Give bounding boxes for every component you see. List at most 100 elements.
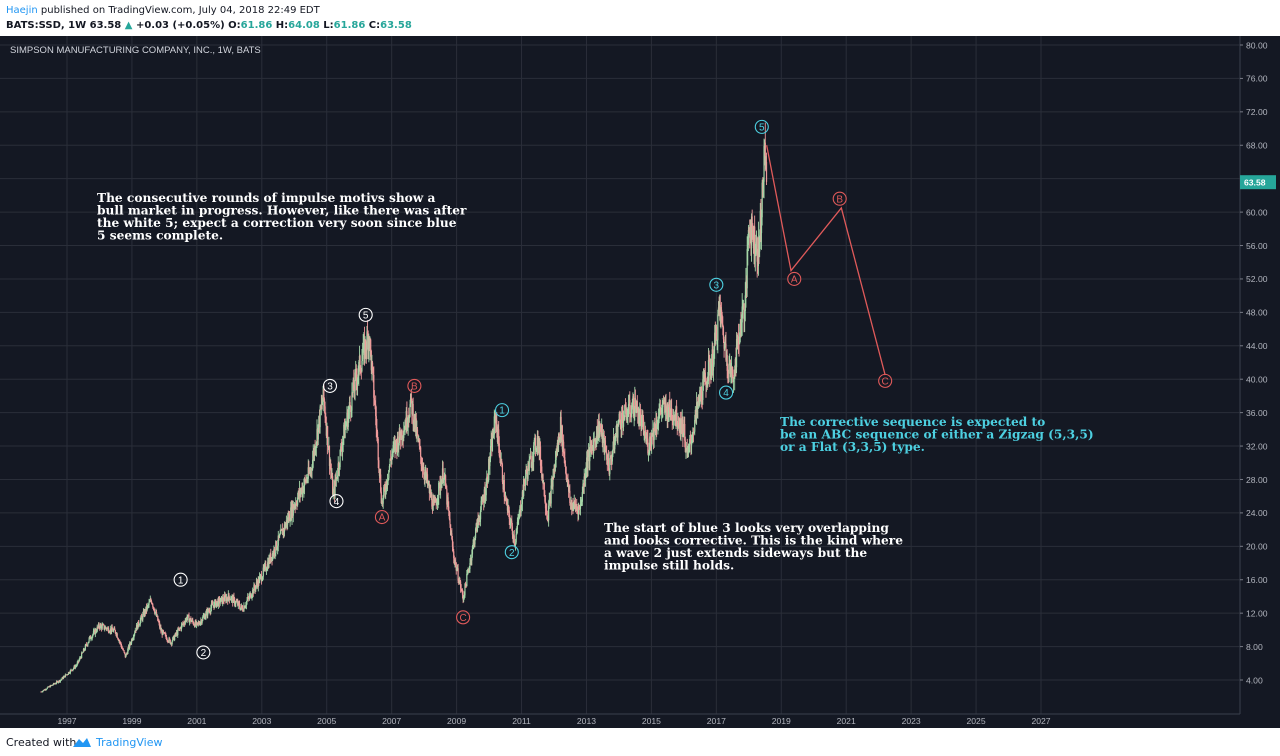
candle-up <box>639 412 641 424</box>
wave-marker-circle <box>495 403 510 418</box>
candle-up <box>446 497 449 505</box>
wave-label-red: C <box>878 373 893 388</box>
price-chart[interactable]: 1 2 3 4 5 A B C 1 2 3 4 5 A B C The consecutive rounds … <box>0 36 1280 728</box>
y-tick-label: 76.00 <box>1246 74 1268 84</box>
candle-down <box>547 518 549 521</box>
candle-up <box>679 419 681 429</box>
candle-down <box>690 442 692 446</box>
wave-label-red: C <box>456 610 471 625</box>
candle-up <box>56 681 58 684</box>
candle-up <box>179 627 181 629</box>
candle-down <box>748 229 750 232</box>
close-value: 63.58 <box>380 20 412 31</box>
candle-down <box>513 535 515 544</box>
candle-up <box>596 426 598 445</box>
candle-down <box>499 458 502 463</box>
candle-down <box>736 338 738 341</box>
candle-down <box>522 491 524 496</box>
candle-up <box>255 582 258 586</box>
candle-down <box>681 419 683 432</box>
candle-up <box>291 503 293 519</box>
candle-up <box>541 474 543 478</box>
candle-down <box>481 499 484 502</box>
candle-up <box>450 533 452 536</box>
candle-up <box>531 459 533 465</box>
candle-up <box>172 637 174 642</box>
candle-up <box>713 346 715 365</box>
y-tick-label: 4.00 <box>1246 675 1263 685</box>
candle-down <box>638 416 640 424</box>
candle-up <box>222 597 224 604</box>
candle-up <box>59 680 61 682</box>
candle-up <box>343 424 345 438</box>
candle-down <box>212 603 214 606</box>
wave-marker-text: 4 <box>334 497 340 508</box>
candle-down <box>110 628 112 632</box>
candle-up <box>507 505 509 511</box>
candle-up <box>89 636 91 639</box>
candle-up <box>753 226 755 249</box>
candle-down <box>586 457 588 469</box>
candle-down <box>324 406 326 418</box>
candle-up <box>288 514 290 521</box>
candle-down <box>445 487 447 489</box>
candle-up <box>334 478 336 495</box>
candle-down <box>184 623 186 625</box>
candle-up <box>60 679 62 681</box>
candle-down <box>98 624 100 628</box>
candle-down <box>757 261 759 267</box>
candle-down <box>294 505 296 507</box>
candle-down <box>636 401 638 408</box>
candle-down <box>714 332 716 339</box>
candle-up <box>732 377 735 383</box>
candle-down <box>667 404 669 421</box>
wave-label-blue: 1 <box>495 403 510 418</box>
y-tick-label: 28.00 <box>1246 475 1268 485</box>
candle-up <box>219 601 221 604</box>
candle-up <box>243 606 245 611</box>
candle-up <box>300 491 302 495</box>
candle-up <box>203 615 205 617</box>
candle-down <box>511 520 513 527</box>
y-tick-label: 48.00 <box>1246 308 1268 318</box>
candle-up <box>677 423 679 427</box>
chart-area[interactable]: 1 2 3 4 5 A B C 1 2 3 4 5 A B C The consecutive rounds … <box>0 36 1280 728</box>
candle-up <box>744 295 746 312</box>
candle-up <box>637 416 640 424</box>
candle-down <box>700 386 703 400</box>
candle-up <box>657 416 660 425</box>
candle-down <box>649 436 652 445</box>
candle-up <box>646 438 648 442</box>
candle-down <box>478 518 480 521</box>
symbol-line: BATS:SSD, 1W 63.58 ▲ +0.03 (+0.05%) O:61… <box>6 20 412 31</box>
candle-up <box>710 364 713 375</box>
author-link[interactable]: Haejin <box>6 5 38 16</box>
candle-down <box>646 438 648 440</box>
candle-up <box>155 612 157 613</box>
candle-up <box>443 475 445 480</box>
candle-down <box>703 374 705 376</box>
candle-down <box>166 639 168 641</box>
candle-up <box>347 414 349 427</box>
candle-up <box>379 474 381 476</box>
tradingview-brand-link[interactable]: TradingView <box>96 736 163 749</box>
candle-down <box>97 626 99 628</box>
candle-down <box>265 564 267 571</box>
candle-up <box>328 445 330 450</box>
candle-up <box>440 483 442 491</box>
candle-down <box>405 425 407 429</box>
x-tick-label: 2021 <box>837 716 856 726</box>
candle-down <box>704 372 706 380</box>
high-label: H: <box>275 20 289 31</box>
candle-down <box>625 405 627 414</box>
candle-down <box>674 414 676 421</box>
candle-up <box>664 403 666 413</box>
candle-up <box>413 423 415 425</box>
candle-up <box>386 481 389 486</box>
candle-up <box>278 534 281 538</box>
candle-up <box>393 442 396 445</box>
candle-down <box>65 674 67 676</box>
candle-down <box>453 551 455 559</box>
candle-down <box>662 401 665 403</box>
candle-down <box>737 336 740 341</box>
